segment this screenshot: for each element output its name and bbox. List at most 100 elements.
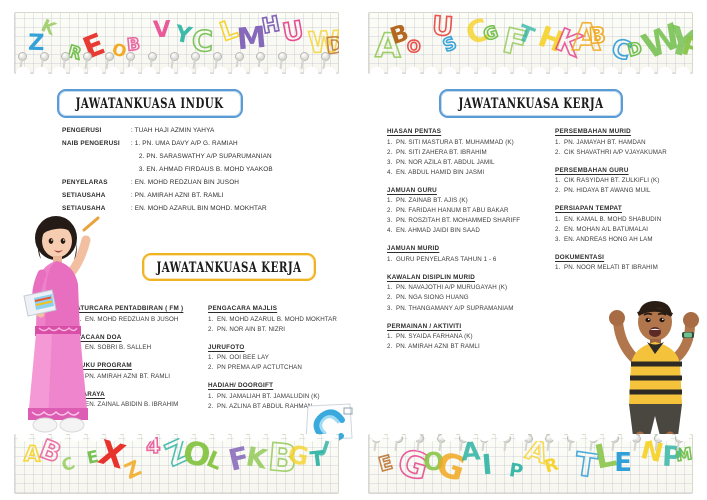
induk-person-name: : PN. AMIRAH AZNI BT. RAMLI (130, 192, 224, 199)
decorative-letter: E (375, 450, 395, 477)
committee-group-heading: JURUFOTO (208, 343, 245, 351)
committee-member-list: 1. CIK RASYIDAH BT. ZULKIFLI (K) 2. PN. HID… (555, 176, 667, 196)
committee-member: 1. EN. KAMAL B. MOHD SHABUDIN (555, 215, 667, 225)
committee-group: PENGACARA MAJLIS 1. EN. MOHD AZARUL B. MOH… (208, 305, 337, 335)
boy-cheering-illustration (604, 292, 707, 451)
committee-member-number: 1. (555, 215, 561, 223)
committee-member: 1. PN. SYAIDA FARHANA (K) (387, 332, 537, 342)
committee-group-heading: BACAAN DOA (76, 333, 122, 341)
committee-member-number: 2. (555, 225, 561, 233)
committee-group: KAWALAN DISIPLIN MURID 1. PN. NAVAJOTHI A/… (387, 274, 537, 314)
committee-member-number: 1. (555, 138, 561, 146)
committee-member-number: 1. (555, 264, 561, 272)
induk-row: SETIAUSAHA : PN. AMIRAH AZNI BT. RAMLI (62, 192, 273, 206)
committee-group-heading: JAMUAN MURID (387, 245, 440, 253)
committee-member-number: 2. (208, 364, 214, 372)
committee-member-list: 1. PN. NOOR MELATI BT IBRAHIM (555, 263, 667, 273)
committee-member-number: 1. (208, 392, 214, 400)
committee-member-number: 1. (387, 138, 393, 146)
title-jawatankuasa-kerja-right-label: JAWATANKUASA KERJA (458, 95, 604, 112)
committee-member-list: 1. PN. OOI BEE LAY 2. PN PREMA A/P ACTUTCHA… (208, 353, 337, 373)
title-jawatankuasa-induk: JAWATANKUASA INDUK (57, 89, 243, 118)
committee-member: 1. PN. NAVAJOTHI A/P MURUGAYAH (K) (387, 283, 537, 293)
committee-member: 3. PN. NOR AZILA BT. ABDUL JAMIL (387, 158, 537, 168)
induk-row: PENYELARAS: EN. MOHD REDZUAN BIN JUSOH (62, 179, 273, 193)
kerja-columns-left: ATURCARA PENTADBIRAN ( FM )1.EN. MOHD RE… (76, 305, 337, 421)
title-jawatankuasa-kerja-left-label: JAWATANKUASA KERJA (156, 258, 302, 276)
committee-member-number: 1. (208, 354, 214, 362)
kerja-column-2: PENGACARA MAJLIS 1. EN. MOHD AZARUL B. MOH… (208, 305, 337, 421)
committee-member-list: 1. PN. NAVAJOTHI A/P MURUGAYAH (K) 2. PN. N… (387, 283, 537, 313)
kerja-columns-right: HIASAN PENTAS 1. PN. SITI MASTURA BT. MUHA… (387, 128, 667, 361)
committee-member-number: 1. (387, 333, 393, 341)
committee-member-list: 1. PN. SITI MASTURA BT. MUHAMMAD (K) 2. PN.… (387, 138, 537, 178)
committee-group: PERSEMBAHAN GURU 1. CIK RASYIDAH BT. ZULKI… (555, 167, 667, 197)
committee-member: 1. EN. MOHD AZARUL B. MOHD MOKHTAR (208, 315, 337, 325)
committee-member-list: 1. PN. JAMAYAH BT. HAMDAN 2. CIK SHAVATHRI … (555, 138, 667, 158)
committee-member-list: 1. EN. KAMAL B. MOHD SHABUDIN 2. EN. MOHAN … (555, 215, 667, 245)
committee-member: 1. PN. NOOR MELATI BT IBRAHIM (555, 263, 667, 273)
induk-person-name: : EN. MOHD AZARUL BIN MOHD. MOKHTAR (130, 205, 267, 212)
committee-member-number: 2. (555, 148, 561, 156)
induk-row: 2. PN. SARASWATHY A/P SUPARUMANIAN (62, 153, 273, 167)
committee-group: PERSIAPAN TEMPAT 1. EN. KAMAL B. MOHD SHAB… (555, 205, 667, 245)
committee-member: 1. PN. JAMALIAH BT. JAMALUDIN (K) (208, 392, 337, 402)
induk-row: NAIB PENGERUSI: 1. PN. UMA DAVY A/P G. R… (62, 140, 273, 154)
committee-group: DOKUMENTASI 1. PN. NOOR MELATI BT IBRAHIM (555, 254, 667, 274)
kerja-column-3: HIASAN PENTAS 1. PN. SITI MASTURA BT. MUHA… (387, 128, 537, 361)
committee-member: 1. PN. OOI BEE LAY (208, 353, 337, 363)
committee-group-heading: PERSEMBAHAN GURU (555, 166, 629, 174)
committee-group-heading: PERSEMBAHAN MURID (555, 128, 631, 135)
committee-member-number: 3. (387, 158, 393, 166)
induk-role-label: PENYELARAS (62, 179, 108, 186)
committee-group-heading: SIARAYA (76, 390, 105, 398)
decorative-letter: B (125, 32, 141, 55)
induk-person-name: 2. PN. SARASWATHY A/P SUPARUMANIAN (138, 153, 272, 160)
committee-member-number: 3. (555, 235, 561, 243)
induk-role-label: SETIAUSAHA (62, 192, 106, 199)
induk-role-label (62, 154, 131, 167)
committee-member-list: 1. PN. ZAINAB BT. AJIS (K) 2. PN. FARIDAH H… (387, 196, 537, 236)
committee-member: 4. EN. AHMAD JAIDI BIN SAAD (387, 226, 537, 236)
committee-group-heading: PERMAINAN / AKTIVITI (387, 322, 462, 330)
induk-row: SETIAUSAHA: EN. MOHD AZARUL BIN MOHD. MO… (62, 205, 273, 219)
title-jawatankuasa-kerja-right: JAWATANKUASA KERJA (439, 89, 623, 118)
committee-member-number: 1. (387, 197, 393, 205)
induk-committee-list: PENGERUSI: TUAH HAJI AZMIN YAHYA NAIB PEN… (62, 127, 273, 219)
committee-member-number: 4. (387, 227, 393, 235)
committee-member: 1. PN. SITI MASTURA BT. MUHAMMAD (K) (387, 138, 537, 148)
committee-group-heading: JAMUAN GURU (387, 186, 437, 194)
induk-person-name: : 1. PN. UMA DAVY A/P G. RAMIAH (130, 140, 238, 147)
committee-member-number: 1. (555, 177, 561, 185)
panel-gutter (353, 0, 354, 500)
induk-person-name: : TUAH HAJI AZMIN YAHYA (130, 127, 215, 134)
committee-group-heading: PENGACARA MAJLIS (208, 305, 278, 312)
committee-group-heading: BUKU PROGRAM (76, 362, 132, 370)
decorative-border-bottom-left: ABCEXZ4ZOLFKBGTJ (14, 434, 339, 494)
committee-group: JAMUAN MURID 1. GURU PENYELARAS TAHUN 1 - … (387, 245, 537, 265)
committee-member-number: 3. (387, 304, 393, 312)
committee-member-list: 1. EN. MOHD AZARUL B. MOHD MOKHTAR 2. PN. N… (208, 315, 337, 335)
committee-member: 2. PN. AMIRAH AZNI BT RAMLI (387, 342, 537, 352)
committee-member-number: 2. (387, 343, 393, 351)
committee-member: 1. PN. ZAINAB BT. AJIS (K) (387, 196, 537, 206)
decorative-letter: B (588, 23, 608, 51)
committee-member-number: 3. (387, 217, 393, 225)
decorative-letter: O (406, 36, 422, 57)
committee-member-number: 1. (387, 284, 393, 292)
induk-person-name: 3. EN. AHMAD FIRDAUS B. MOHD YAAKOB (138, 166, 273, 173)
committee-member: 2. PN PREMA A/P ACTUTCHAN (208, 363, 337, 373)
committee-member: 2. EN. MOHAN A/L BATUMALAI (555, 225, 667, 235)
committee-group: PERSEMBAHAN MURID 1. PN. JAMAYAH BT. HAMDA… (555, 128, 667, 158)
committee-member: 1. CIK RASYIDAH BT. ZULKIFLI (K) (555, 176, 667, 186)
kerja-column-4: PERSEMBAHAN MURID 1. PN. JAMAYAH BT. HAMDA… (555, 128, 667, 361)
committee-member: 2. PN. NOR AIN BT. NIZRI (208, 325, 337, 335)
decorative-letter: P (507, 459, 525, 483)
committee-member: 2. CIK SHAVATHRI A/P VJAYAKUMAR (555, 148, 667, 158)
induk-row: 3. EN. AHMAD FIRDAUS B. MOHD YAAKOB (62, 166, 273, 180)
committee-member: 2. PN. SITI ZAHERA BT. IBRAHIM (387, 148, 537, 158)
girl-teacher-illustration (12, 214, 108, 440)
committee-member-number: 2. (555, 187, 561, 195)
